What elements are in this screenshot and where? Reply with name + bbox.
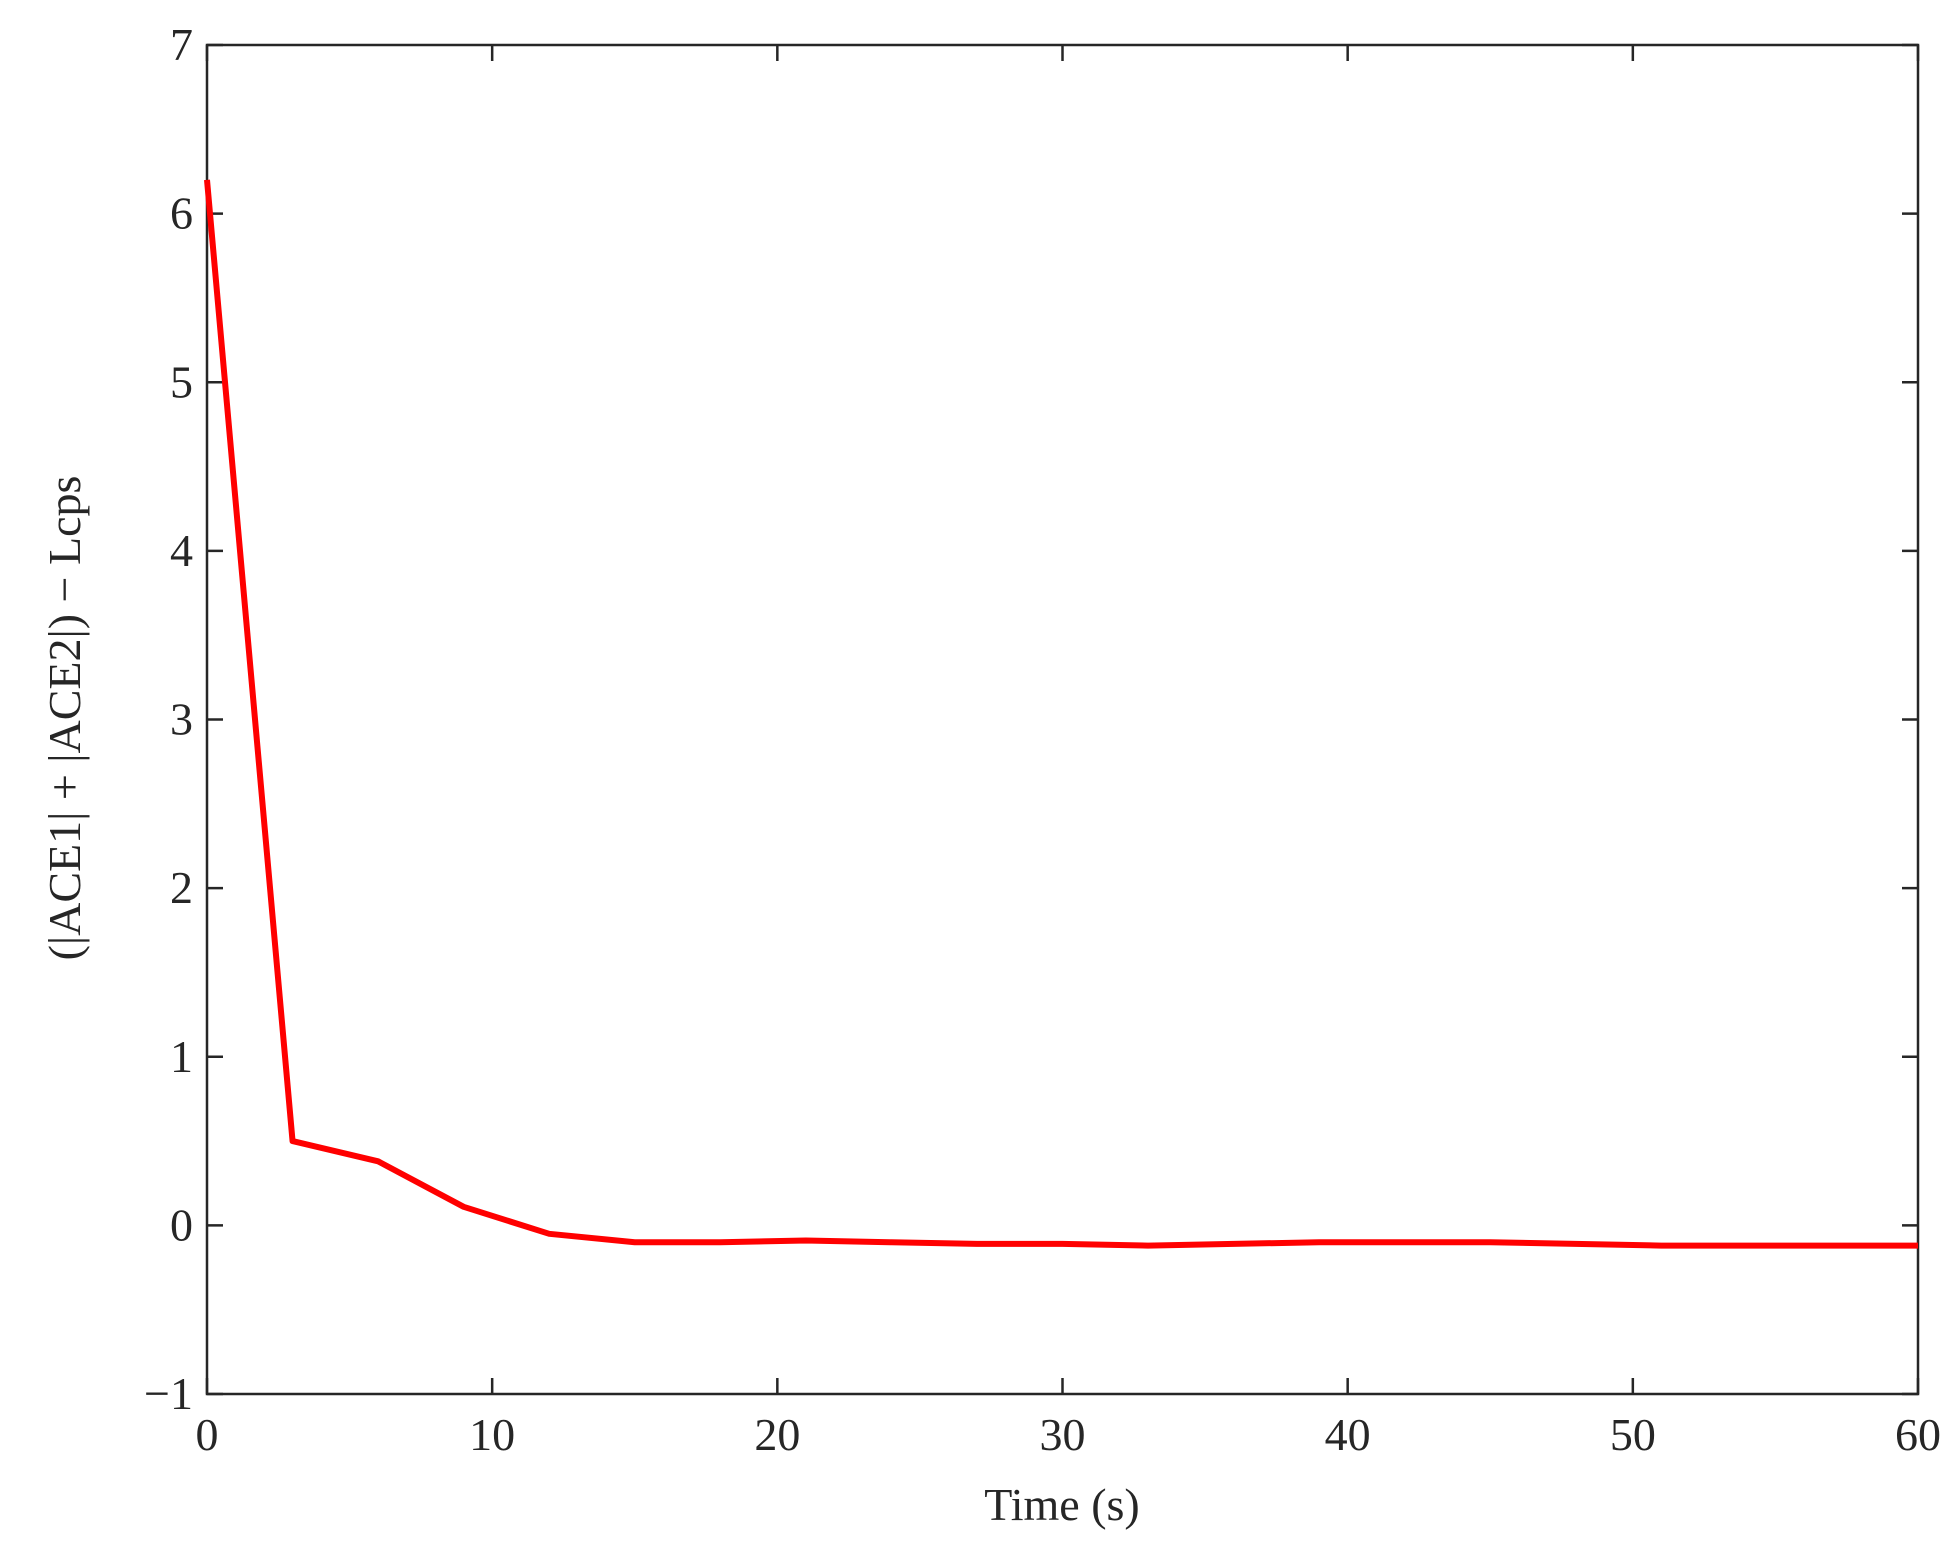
x-tick-label: 0 [196, 1409, 219, 1460]
x-tick-label: 20 [754, 1409, 800, 1460]
y-tick-label: 1 [170, 1031, 193, 1082]
y-tick-label: 5 [170, 356, 193, 407]
x-tick-label: 40 [1325, 1409, 1371, 1460]
y-tick-label: 7 [170, 19, 193, 70]
y-tick-label: 4 [170, 525, 193, 576]
data-line [204, 179, 1918, 1249]
x-axis-label: Time (s) [984, 1479, 1140, 1530]
y-tick-label: 0 [170, 1199, 193, 1250]
x-tick-label: 60 [1895, 1409, 1941, 1460]
y-tick-label: 2 [170, 862, 193, 913]
x-tick-label: 50 [1610, 1409, 1656, 1460]
plot-frame [205, 43, 1920, 1396]
y-tick-label: 6 [170, 188, 193, 239]
x-tick-label: 10 [469, 1409, 515, 1460]
y-axis-label: (|ACE1| + |ACE2|) − Lcps [39, 476, 90, 961]
y-tick-label: 3 [170, 694, 193, 745]
y-tick-label: −1 [144, 1368, 193, 1419]
x-tick-label: 30 [1040, 1409, 1086, 1460]
